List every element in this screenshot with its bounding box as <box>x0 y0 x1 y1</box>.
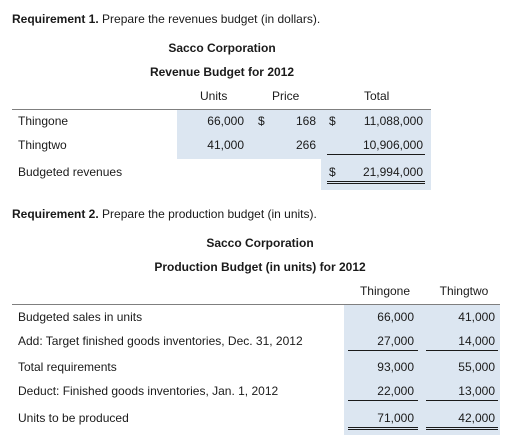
production-header-thingtwo: Thingtwo <box>439 284 489 298</box>
production-thingtwo-shade <box>422 305 500 435</box>
budgeted-revenues-double-rule <box>327 181 425 184</box>
revenue-header-units: Units <box>200 89 228 103</box>
production-row-units-produced-thingtwo: 42,000 <box>458 411 495 425</box>
budgeted-revenues-dollar: $ <box>329 165 336 179</box>
budgeted-revenues-label: Budgeted revenues <box>18 165 123 179</box>
production-row-target-inventory-label: Add: Target finished goods inventories, … <box>18 334 303 348</box>
revenue-company-name: Sacco Corporation <box>168 41 276 55</box>
units-produced-double-rule-thingtwo <box>426 427 498 430</box>
revenue-row-thingone-name: Thingone <box>18 114 69 128</box>
production-row-units-produced-thingone: 71,000 <box>377 411 414 425</box>
production-row-target-inventory-thingone: 27,000 <box>377 334 414 348</box>
production-subtotal-rule-thingtwo <box>426 350 498 351</box>
revenue-row-thingone-total-dollar: $ <box>329 114 336 128</box>
production-thingone-shade <box>344 305 422 435</box>
production-header-thingone: Thingone <box>359 284 411 298</box>
production-row-beginning-inventory-thingone: 22,000 <box>377 384 414 398</box>
budgeted-revenues-total: 21,994,000 <box>362 165 423 179</box>
revenue-row-thingone-units: 66,000 <box>207 114 244 128</box>
revenue-row-thingtwo-price: 266 <box>295 138 316 152</box>
requirement-2-text: Prepare the production budget (in units)… <box>102 207 317 221</box>
requirement-1-text: Prepare the revenues budget (in dollars)… <box>102 12 321 26</box>
production-row-total-requirements-thingone: 93,000 <box>377 360 414 374</box>
revenue-row-thingone-price-dollar: $ <box>258 114 265 128</box>
production-deduct-rule-thingone <box>348 400 418 401</box>
revenue-row-thingtwo-total: 10,906,000 <box>362 138 423 152</box>
revenue-subtotal-rule <box>327 154 425 155</box>
revenue-budget-title: Revenue Budget for 2012 <box>149 65 295 79</box>
production-row-budgeted-sales-thingone: 66,000 <box>377 310 414 324</box>
requirement-1-label: Requirement 1. <box>12 12 99 26</box>
units-produced-double-rule-thingone <box>348 427 418 430</box>
revenue-header-price: Price <box>272 89 300 103</box>
requirement-1-heading: Requirement 1. Prepare the revenues budg… <box>12 12 320 26</box>
production-deduct-rule-thingtwo <box>426 400 498 401</box>
production-row-total-requirements-label: Total requirements <box>18 360 117 374</box>
production-row-units-produced-label: Units to be produced <box>18 411 129 425</box>
production-row-target-inventory-thingtwo: 14,000 <box>458 334 495 348</box>
revenue-row-thingone-total: 11,088,000 <box>363 114 423 128</box>
revenue-row-thingtwo-units: 41,000 <box>207 138 244 152</box>
production-row-beginning-inventory-thingtwo: 13,000 <box>458 384 495 398</box>
production-row-beginning-inventory-label: Deduct: Finished goods inventories, Jan.… <box>18 384 279 398</box>
production-header-underline <box>12 304 500 305</box>
production-company-name: Sacco Corporation <box>206 236 314 250</box>
production-row-budgeted-sales-label: Budgeted sales in units <box>18 310 143 324</box>
requirement-2-heading: Requirement 2. Prepare the production bu… <box>12 207 317 221</box>
revenue-total-shade <box>321 110 431 190</box>
revenue-row-thingone-price: 168 <box>295 114 316 128</box>
production-budget-title: Production Budget (in units) for 2012 <box>154 260 366 274</box>
revenue-units-price-shade <box>177 110 321 159</box>
production-row-budgeted-sales-thingtwo: 41,000 <box>458 310 495 324</box>
requirement-2-label: Requirement 2. <box>12 207 99 221</box>
revenue-row-thingtwo-name: Thingtwo <box>18 138 67 152</box>
production-row-total-requirements-thingtwo: 55,000 <box>458 360 495 374</box>
production-subtotal-rule-thingone <box>348 350 418 351</box>
revenue-header-total: Total <box>364 89 390 103</box>
revenue-header-underline <box>12 109 431 110</box>
